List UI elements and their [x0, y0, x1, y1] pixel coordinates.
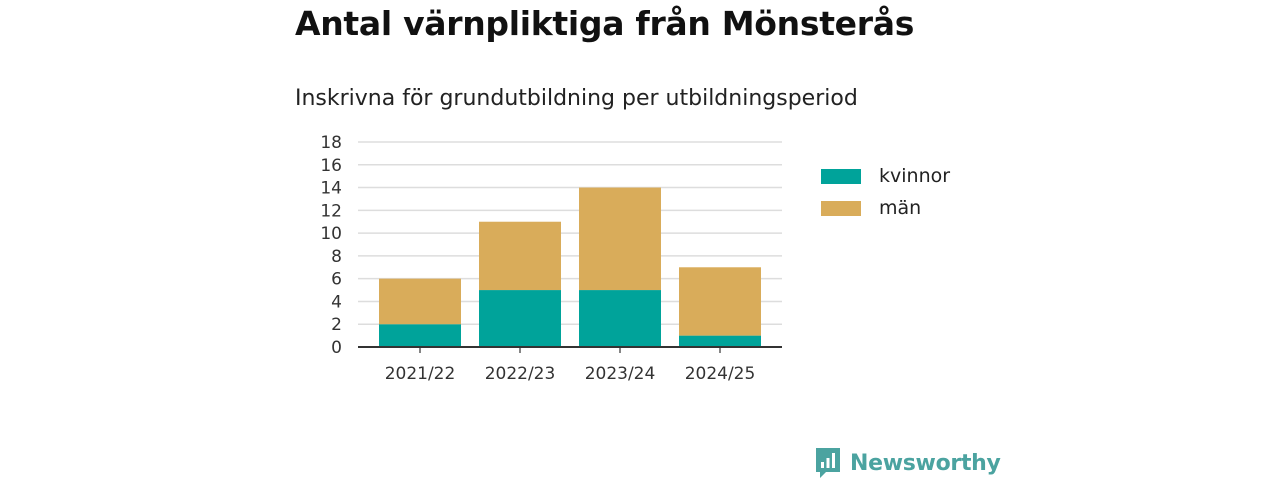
newsworthy-logo: Newsworthy — [814, 446, 1001, 480]
x-tick-label-2023-24: 2023/24 — [585, 364, 656, 384]
chart-subtitle: Inskrivna för grundutbildning per utbild… — [295, 86, 858, 111]
chart-legend: kvinnor män — [821, 160, 950, 224]
y-tick-label-10: 10 — [320, 224, 342, 244]
newsworthy-logo-icon — [816, 448, 840, 478]
bar-2024-25-kvinnor — [679, 335, 761, 347]
x-tick-label-2021-22: 2021/22 — [385, 364, 456, 384]
y-tick-label-16: 16 — [320, 156, 342, 176]
y-tick-label-4: 4 — [331, 292, 342, 312]
bar-2024-25-man — [679, 267, 761, 336]
y-tick-label-14: 14 — [320, 179, 342, 199]
newsworthy-logo-text: Newsworthy — [850, 450, 1001, 476]
x-tick-label-2024-25: 2024/25 — [685, 364, 756, 384]
bar-2021-22-kvinnor — [379, 324, 461, 347]
bar-2023-24-man — [579, 187, 661, 291]
y-tick-label-18: 18 — [320, 133, 342, 153]
legend-swatch-kvinnor — [821, 168, 861, 184]
bar-2021-22-man — [379, 278, 461, 325]
legend-item-kvinnor: kvinnor — [821, 160, 950, 192]
y-tick-label-8: 8 — [331, 247, 342, 267]
y-tick-label-6: 6 — [331, 270, 342, 290]
y-tick-label-2: 2 — [331, 315, 342, 335]
y-tick-label-0: 0 — [331, 338, 342, 358]
bar-2022-23-man — [479, 221, 561, 291]
legend-label-man: män — [879, 197, 922, 219]
legend-swatch-man — [821, 200, 861, 216]
x-tick-label-2022-23: 2022/23 — [485, 364, 556, 384]
bar-2022-23-kvinnor — [479, 290, 561, 347]
legend-item-man: män — [821, 192, 950, 224]
legend-label-kvinnor: kvinnor — [879, 165, 951, 187]
chart-title: Antal värnpliktiga från Mönsterås — [295, 4, 915, 43]
bar-2023-24-kvinnor — [579, 290, 661, 347]
y-tick-label-12: 12 — [320, 201, 342, 221]
